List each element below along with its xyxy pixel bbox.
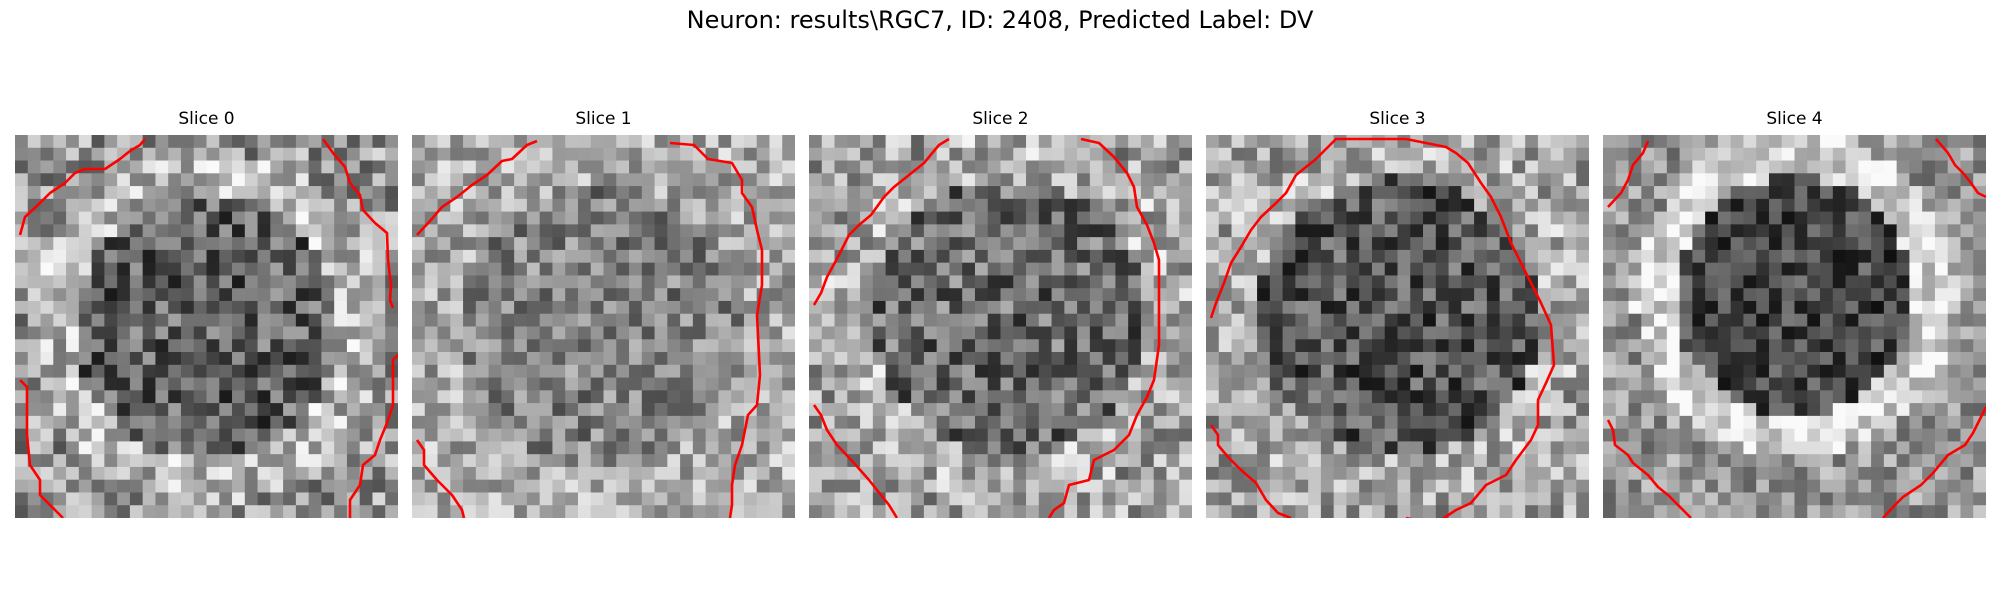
- contour-line: [669, 141, 764, 518]
- slice-image: [15, 135, 398, 518]
- slice-image: [1206, 135, 1589, 518]
- contour-line: [19, 379, 64, 518]
- figure-title: Neuron: results\RGC7, ID: 2408, Predicte…: [686, 6, 1314, 34]
- slice-title: Slice 2: [972, 109, 1029, 129]
- contour-line: [1209, 137, 1556, 518]
- slice-title: Slice 1: [575, 109, 632, 129]
- contour-line: [415, 439, 466, 518]
- contour-line: [1047, 137, 1161, 518]
- contour-line: [416, 139, 538, 236]
- contour-line: [18, 138, 146, 236]
- contour-line: [348, 354, 398, 518]
- slice-image: [809, 135, 1192, 518]
- slice-title: Slice 4: [1766, 109, 1823, 129]
- slice-image: [1603, 135, 1986, 518]
- slice-title: Slice 0: [178, 109, 235, 129]
- slice-image: [412, 135, 795, 518]
- contour-line: [812, 137, 950, 306]
- contour-line: [1606, 419, 1692, 518]
- contour-line: [1607, 140, 1650, 208]
- contour-line: [321, 138, 395, 309]
- contour-line: [1935, 138, 1986, 199]
- slice-title: Slice 3: [1369, 109, 1426, 129]
- contour-line: [1882, 406, 1986, 518]
- contour-line: [812, 404, 899, 518]
- contour-line: [1209, 424, 1292, 518]
